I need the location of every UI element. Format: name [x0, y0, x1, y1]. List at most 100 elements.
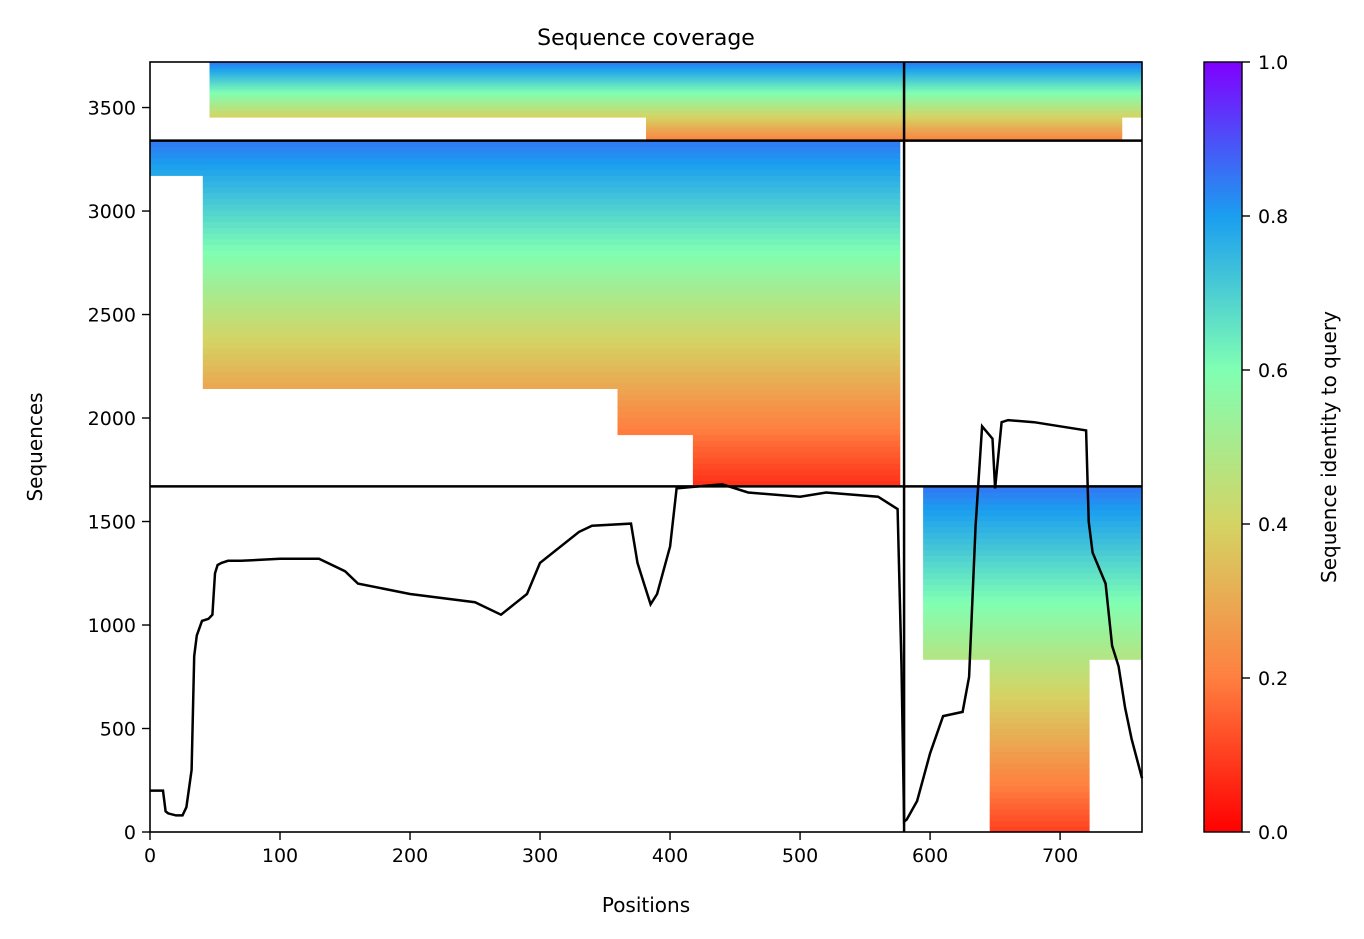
- heatmap-band-A: [202, 284, 901, 292]
- x-tick-label: 600: [912, 845, 948, 867]
- heatmap-band-AB: [209, 100, 1142, 102]
- heatmap-band-A: [202, 238, 901, 245]
- heatmap-band-B: [923, 653, 1142, 660]
- heatmap-band-B: [923, 584, 1142, 591]
- heatmap-band-AB: [209, 109, 1142, 112]
- heatmap-band-B: [989, 797, 1090, 804]
- colorbar-tick-label: 0.2: [1258, 668, 1288, 690]
- block-boundaries: [150, 62, 1142, 832]
- plot-frame: [149, 61, 1143, 833]
- heatmap-band-A: [617, 394, 901, 401]
- heatmap-band-AB: [646, 130, 1123, 133]
- y-axis-label: Sequences: [23, 392, 47, 501]
- heatmap-band-AB: [646, 122, 1123, 125]
- heatmap-band-A: [202, 244, 901, 251]
- heatmap-band-A: [202, 325, 901, 332]
- colorbar-label: Sequence identity to query: [1317, 311, 1341, 583]
- heatmap-band-A: [692, 474, 901, 482]
- heatmap-band-A: [202, 215, 901, 222]
- heatmap-band-A: [692, 469, 901, 476]
- heatmap-band-AB: [209, 68, 1142, 71]
- heatmap-band-B: [923, 515, 1142, 522]
- heatmap-band-A: [692, 446, 901, 453]
- heatmap-band-AB: [209, 96, 1142, 98]
- heatmap-band-AB: [646, 124, 1123, 127]
- colorbar: [1203, 61, 1243, 833]
- x-tick-label: 300: [522, 845, 558, 867]
- x-tick-label: 400: [652, 845, 688, 867]
- heatmap-band-A: [202, 221, 901, 228]
- heatmap-band-AB: [646, 136, 1123, 139]
- heatmap-band-AB: [209, 90, 1142, 93]
- heatmap-band-A: [692, 440, 901, 447]
- heatmap-band-B: [923, 618, 1142, 626]
- heatmap-band-A: [202, 336, 901, 343]
- heatmap-band-B: [989, 774, 1090, 781]
- heatmap-band-B: [923, 492, 1142, 499]
- heatmap-band-B: [989, 734, 1090, 741]
- heatmap-band-AB: [209, 89, 1142, 92]
- heatmap-band-A: [617, 423, 901, 430]
- heatmap-band-AB: [209, 88, 1142, 91]
- heatmap-band-B: [989, 705, 1090, 712]
- heatmap-band-AB: [209, 62, 1142, 64]
- heatmap-band-B: [923, 509, 1142, 516]
- heatmap-band-AB: [646, 138, 1123, 140]
- heatmap-band-A: [617, 388, 901, 395]
- heatmap-band-A: [202, 186, 901, 194]
- heatmap-band-AB: [646, 119, 1123, 122]
- heatmap-band-AB: [209, 115, 1142, 118]
- heatmap-band-A: [202, 232, 901, 240]
- heatmap-band-A: [202, 204, 901, 211]
- heatmap-band-A: [202, 342, 901, 349]
- heatmap-band-A: [202, 296, 901, 303]
- heatmap-band-B: [989, 768, 1090, 775]
- heatmap-band-AB: [209, 84, 1142, 87]
- heatmap-band-B: [989, 762, 1090, 770]
- heatmap-band-AB: [209, 97, 1142, 100]
- heatmap-band-A: [202, 278, 901, 286]
- heatmap-band-B: [923, 532, 1142, 539]
- heatmap-band-A: [692, 480, 901, 487]
- heatmap-band-A: [202, 290, 901, 297]
- heatmap-band-A: [150, 169, 901, 176]
- heatmap-band-B: [923, 647, 1142, 654]
- x-tick-label: 500: [782, 845, 818, 867]
- heatmap-band-B: [989, 809, 1090, 816]
- y-tick-label: 2000: [88, 408, 136, 430]
- heatmap-band-B: [923, 503, 1142, 510]
- heatmap-band-A: [150, 152, 901, 159]
- heatmap-band-B: [989, 676, 1090, 683]
- heatmap-band-A: [202, 376, 901, 384]
- heatmap-band-A: [202, 365, 901, 372]
- heatmap-band-A: [202, 371, 901, 378]
- heatmap-band-B: [989, 739, 1090, 747]
- heatmap-band-AB: [646, 128, 1123, 131]
- heatmap-band-B: [989, 659, 1090, 666]
- heatmap-band-B: [923, 607, 1142, 614]
- y-tick-label: 3500: [88, 98, 136, 120]
- heatmap-band-A: [150, 157, 901, 165]
- heatmap-band-AB: [646, 135, 1123, 138]
- heatmap-band-A: [202, 382, 901, 389]
- heatmap-band-A: [202, 198, 901, 205]
- heatmap-band-B: [989, 682, 1090, 689]
- heatmap-band-B: [989, 751, 1090, 758]
- heatmap-band-AB: [646, 126, 1123, 129]
- heatmap-band-B: [923, 526, 1142, 534]
- heatmap-band-AB: [209, 76, 1142, 79]
- heatmap-band-A: [202, 261, 901, 268]
- heatmap-band-A: [617, 428, 901, 436]
- heatmap-band-B: [923, 520, 1142, 528]
- heatmap-band-A: [202, 319, 901, 326]
- heatmap-band-B: [923, 578, 1142, 585]
- heatmap-band-A: [617, 417, 901, 424]
- heatmap-band-B: [989, 780, 1090, 787]
- x-axis-label: Positions: [602, 893, 690, 917]
- heatmap-band-AB: [209, 86, 1142, 89]
- heatmap-band-AB: [209, 72, 1142, 75]
- heatmap-band-A: [202, 348, 901, 355]
- heatmap-band-AB: [209, 101, 1142, 104]
- heatmap-band-A: [617, 399, 901, 407]
